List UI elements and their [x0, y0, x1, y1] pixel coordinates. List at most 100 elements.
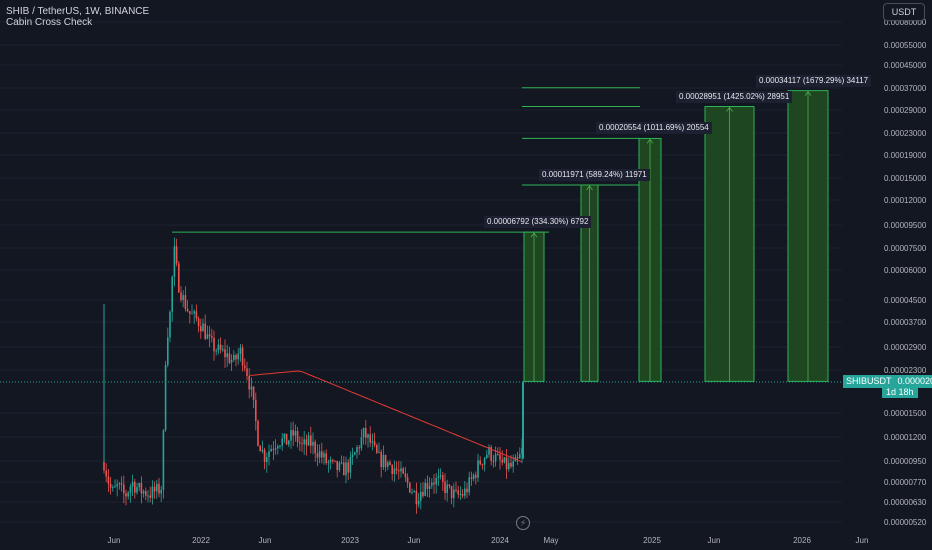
target-label: 0.00020554 (1011.69%) 20554 [596, 122, 712, 135]
y-tick-label: 0.00019000 [884, 151, 927, 160]
time-axis: Jun 2022 Jun 2023 Jun 2024 May 2025 Jun 2026 Jun [108, 536, 869, 545]
x-tick-label: 2024 [491, 536, 509, 545]
candle-body [224, 349, 226, 358]
candle-body [479, 460, 481, 465]
candle-body [158, 483, 160, 494]
candle-body [387, 462, 389, 467]
y-tick-label: 0.00009500 [884, 221, 927, 230]
x-tick-label: 2023 [341, 536, 359, 545]
y-tick-label: 0.00002300 [884, 366, 927, 375]
y-tick-label: 0.00000630 [884, 498, 927, 507]
candle-body [519, 454, 521, 459]
candle-body [222, 349, 224, 351]
candle-body [422, 491, 424, 496]
candle-body [516, 457, 519, 459]
y-tick-label: 0.00003700 [884, 318, 927, 327]
candle-body [147, 495, 149, 497]
candle-body [393, 468, 396, 474]
candle-body [299, 442, 301, 444]
candle-body [173, 246, 176, 277]
candle-body [235, 354, 237, 360]
candle-body [477, 460, 479, 478]
candle-body [125, 493, 127, 497]
candle-body [450, 486, 453, 499]
bar-countdown: 1d 18h [882, 387, 918, 398]
candle-body [219, 344, 222, 350]
candle-body [164, 364, 167, 431]
candle-body [439, 475, 442, 477]
y-tick-label: 0.00055000 [884, 41, 927, 50]
candle-body [442, 475, 444, 482]
candle-body [283, 433, 286, 439]
target-label: 0.00034117 (1679.29%) 34117 [756, 74, 872, 87]
candle-body [483, 458, 486, 465]
candle-body [268, 451, 270, 458]
candle-body [428, 485, 431, 489]
candle-body [167, 337, 169, 365]
target-arrowhead [804, 90, 812, 96]
candle-body [466, 488, 468, 493]
candle-body [252, 386, 255, 400]
candle-body [360, 437, 363, 449]
x-tick-label: Jun [856, 536, 869, 545]
candle-body [228, 353, 231, 363]
candle-body [250, 386, 253, 390]
candle-body [261, 449, 264, 452]
candle-body [138, 483, 140, 488]
candle-body [290, 430, 292, 441]
candle-body [488, 446, 490, 455]
y-tick-label: 0.00000950 [884, 457, 927, 466]
price-label-symbol: SHIBUSDT [843, 375, 895, 388]
candlestick-series [103, 237, 524, 514]
candle-body [160, 489, 162, 494]
target-arrowhead [530, 232, 538, 238]
candle-body [140, 483, 143, 494]
candle-body [365, 428, 367, 438]
price-label-value: 0.00002077 [894, 375, 932, 388]
candle-body [151, 486, 154, 498]
candle-body [404, 473, 407, 478]
target-arrowhead [726, 106, 733, 112]
candle-body [294, 431, 297, 436]
y-tick-label: 0.00001500 [884, 409, 927, 418]
candle-body [312, 441, 314, 446]
candle-body [327, 462, 330, 464]
candle-body [376, 445, 378, 453]
candle-body [494, 454, 497, 462]
candle-body [259, 445, 261, 452]
candle-body [358, 447, 360, 449]
candle-body [237, 353, 239, 360]
candle-body [470, 477, 473, 479]
candle-body [400, 468, 402, 472]
candle-body [362, 428, 365, 438]
candle-body [347, 462, 349, 473]
candle-body [246, 368, 248, 376]
y-tick-label: 0.00015000 [884, 174, 927, 183]
candle-body [340, 462, 343, 464]
candle-body [162, 430, 165, 490]
indicator-name: Cabin Cross Check [6, 17, 93, 28]
y-tick-label: 0.00004500 [884, 296, 927, 305]
candle-body [512, 461, 514, 467]
candle-body [142, 491, 145, 494]
candle-body [351, 454, 354, 458]
candle-body [244, 365, 246, 369]
candle-body [149, 495, 151, 498]
candle-body [288, 440, 290, 445]
candle-body [437, 476, 440, 479]
candle-body [464, 488, 466, 496]
candle-body [277, 446, 279, 449]
candle-body [468, 477, 470, 493]
replay-icon[interactable]: ⚡ [516, 516, 530, 530]
candle-body [184, 295, 187, 310]
candle-body [226, 353, 228, 358]
candle-body [109, 483, 112, 488]
currency-button[interactable]: USDT [883, 3, 925, 21]
candle-body [285, 433, 288, 445]
candle-body [343, 462, 345, 476]
candle-body [433, 482, 435, 485]
candle-body [127, 492, 129, 497]
candle-body [248, 375, 250, 390]
candle-body [305, 439, 308, 446]
